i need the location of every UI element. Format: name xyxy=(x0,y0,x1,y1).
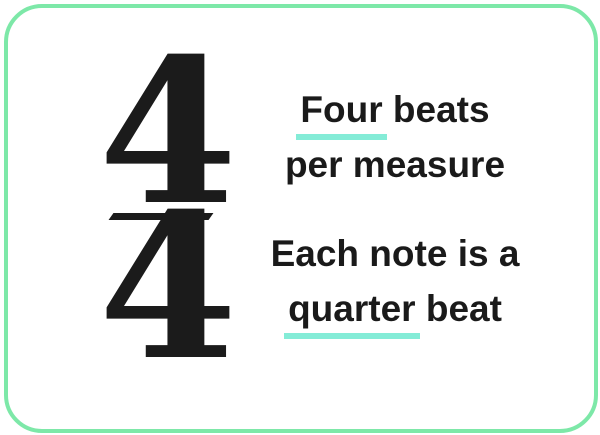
note-value-caption: Each note is a quarter beat xyxy=(245,226,545,339)
caption-bottom-line2-rest: beat xyxy=(415,288,502,329)
caption-bottom-line2: quarter beat xyxy=(245,281,545,339)
highlighted-word-quarter: quarter xyxy=(284,281,421,339)
time-signature-bottom-number: 4 xyxy=(98,170,238,405)
highlighted-word-four: Four xyxy=(296,82,387,140)
caption-top-line1: Four beats xyxy=(245,82,545,140)
caption-top-line1-rest: beats xyxy=(382,89,490,130)
time-signature-top-number: 4 xyxy=(98,15,238,250)
caption-bottom-line1: Each note is a xyxy=(270,233,520,274)
caption-top-line2: per measure xyxy=(284,144,506,185)
time-signature-card: 4 4 xyxy=(4,4,598,433)
beats-per-measure-caption: Four beats per measure xyxy=(245,82,545,192)
